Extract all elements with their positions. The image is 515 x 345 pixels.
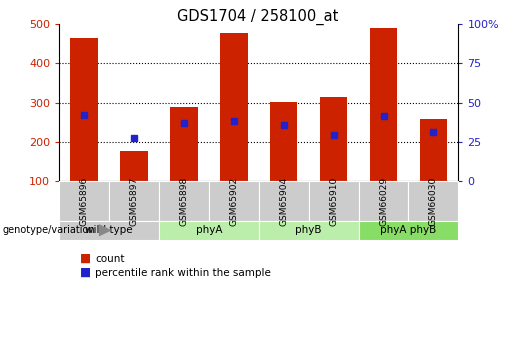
Text: phyA phyB: phyA phyB: [381, 225, 437, 235]
Text: phyA: phyA: [196, 225, 222, 235]
Text: phyB: phyB: [296, 225, 322, 235]
Text: count: count: [95, 254, 125, 264]
Bar: [170, 107, 198, 181]
Bar: [270, 102, 298, 181]
Bar: [121, 150, 148, 181]
Text: wild type: wild type: [85, 225, 133, 235]
Text: genotype/variation: genotype/variation: [3, 225, 95, 235]
Text: GSM65897: GSM65897: [130, 176, 139, 226]
Bar: [220, 33, 248, 181]
Text: ■: ■: [80, 266, 91, 279]
Text: GSM65896: GSM65896: [80, 176, 89, 226]
Text: percentile rank within the sample: percentile rank within the sample: [95, 268, 271, 277]
Text: GSM65910: GSM65910: [329, 176, 338, 226]
Polygon shape: [99, 224, 112, 237]
Bar: [420, 119, 447, 181]
Bar: [370, 28, 397, 181]
Text: GSM66030: GSM66030: [429, 176, 438, 226]
Text: GDS1704 / 258100_at: GDS1704 / 258100_at: [177, 9, 338, 25]
Bar: [71, 38, 98, 181]
Text: ■: ■: [80, 252, 91, 265]
Text: GSM65904: GSM65904: [279, 176, 288, 226]
Text: GSM66029: GSM66029: [379, 176, 388, 226]
Text: GSM65898: GSM65898: [179, 176, 188, 226]
Bar: [320, 97, 347, 181]
Text: GSM65902: GSM65902: [229, 176, 238, 226]
